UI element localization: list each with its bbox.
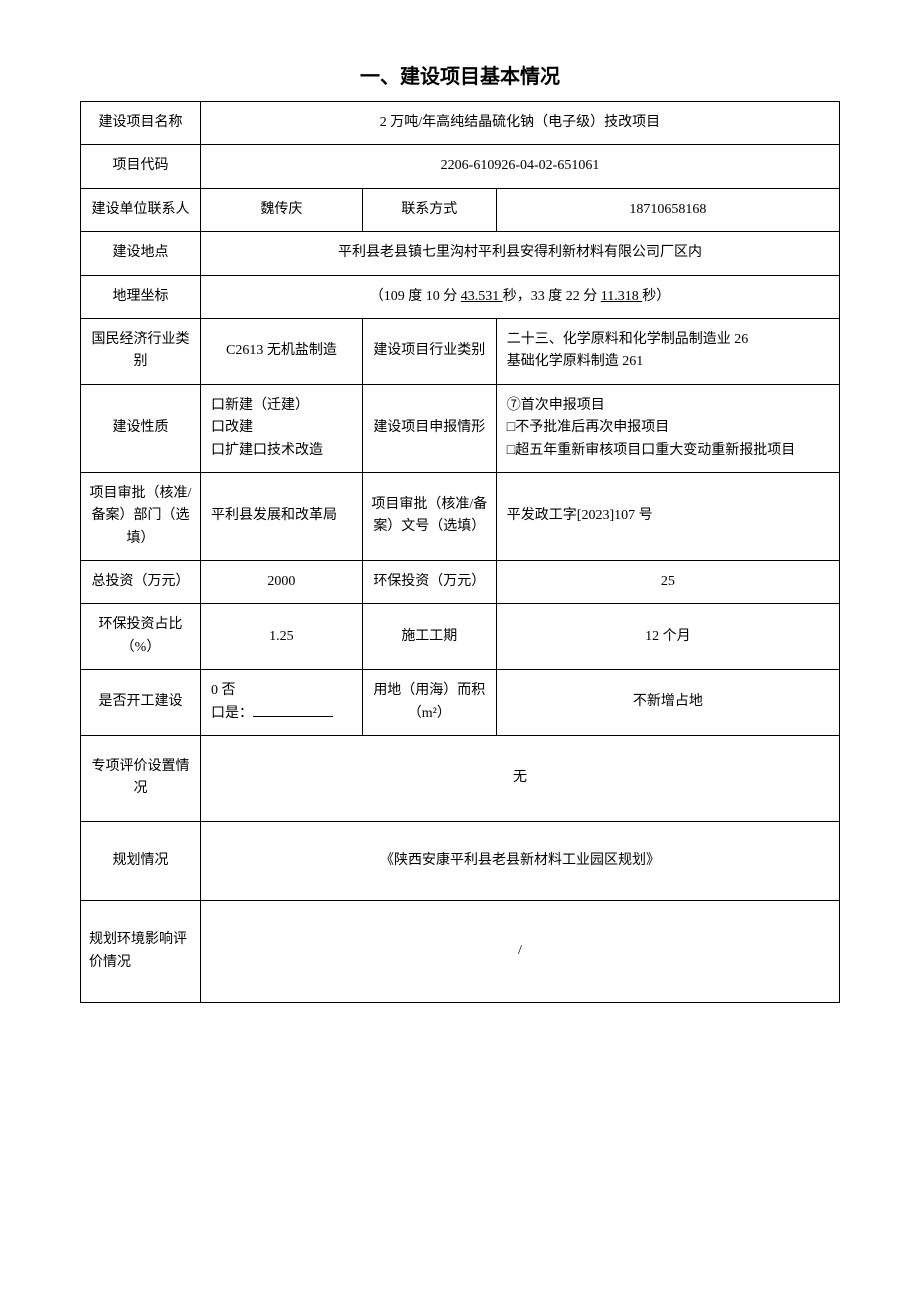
nature-opt2: 口改建	[211, 417, 354, 439]
label-env-investment: 环保投资（万元）	[362, 561, 496, 604]
label-started: 是否开工建设	[81, 670, 201, 736]
value-project-category: 二十三、化学原料和化学制品制造业 26 基础化学原料制造 261	[496, 318, 839, 384]
label-env-ratio: 环保投资占比（%）	[81, 604, 201, 670]
value-coordinates: （109 度 10 分 43.531 秒，33 度 22 分 11.318 秒）	[201, 275, 840, 318]
coord-prefix: （109 度 10 分	[370, 289, 461, 304]
value-approval-doc: 平发政工字[2023]107 号	[496, 472, 839, 560]
value-project-code: 2206-610926-04-02-651061	[201, 145, 840, 188]
label-build-nature: 建设性质	[81, 384, 201, 472]
label-contact-phone: 联系方式	[362, 188, 496, 231]
label-contact-person: 建设单位联系人	[81, 188, 201, 231]
value-contact-phone: 18710658168	[496, 188, 839, 231]
label-special-eval: 专项评价设置情况	[81, 736, 201, 822]
value-plan-env-eval: /	[201, 901, 840, 1003]
value-location: 平利县老县镇七里沟村平利县安得利新材料有限公司厂区内	[201, 232, 840, 275]
value-project-name: 2 万吨/年高纯结晶硫化钠（电子级）技改项目	[201, 102, 840, 145]
page-title: 一、建设项目基本情况	[80, 60, 840, 89]
label-declare-type: 建设项目申报情形	[362, 384, 496, 472]
project-info-table: 建设项目名称 2 万吨/年高纯结晶硫化钠（电子级）技改项目 项目代码 2206-…	[80, 101, 840, 1003]
value-build-nature: 口新建（迁建） 口改建 口扩建口技术改造	[201, 384, 363, 472]
coord-suffix: 秒）	[642, 289, 670, 304]
label-land-area: 用地（用海）而积（m²）	[362, 670, 496, 736]
label-construction-period: 施工工期	[362, 604, 496, 670]
value-contact-person: 魏传庆	[201, 188, 363, 231]
label-approval-doc: 项目审批（核准/备案）文号（选填）	[362, 472, 496, 560]
value-special-eval: 无	[201, 736, 840, 822]
value-env-investment: 25	[496, 561, 839, 604]
label-location: 建设地点	[81, 232, 201, 275]
value-industry-class: C2613 无机盐制造	[201, 318, 363, 384]
value-planning: 《陕西安康平利县老县新材料工业园区规划》	[201, 821, 840, 900]
nature-opt1: 口新建（迁建）	[211, 395, 354, 417]
label-total-investment: 总投资（万元）	[81, 561, 201, 604]
value-land-area: 不新增占地	[496, 670, 839, 736]
coord-sec1: 43.531	[461, 289, 503, 304]
label-plan-env-eval: 规划环境影响评价情况	[81, 901, 201, 1003]
label-project-category: 建设项目行业类别	[362, 318, 496, 384]
value-construction-period: 12 个月	[496, 604, 839, 670]
value-declare-type: ⑦首次申报项目 □不予批准后再次申报项目 □超五年重新审核项目口重大变动重新报批…	[496, 384, 839, 472]
declare-opt3: □超五年重新审核项目口重大变动重新报批项目	[507, 440, 831, 462]
label-planning: 规划情况	[81, 821, 201, 900]
value-approval-dept: 平利县发展和改革局	[201, 472, 363, 560]
coord-mid: 秒，33 度 22 分	[503, 289, 601, 304]
value-env-ratio: 1.25	[201, 604, 363, 670]
label-project-code: 项目代码	[81, 145, 201, 188]
coord-sec2: 11.318	[601, 289, 642, 304]
declare-opt1: ⑦首次申报项目	[507, 395, 831, 417]
label-project-name: 建设项目名称	[81, 102, 201, 145]
declare-opt2: □不予批准后再次申报项目	[507, 417, 831, 439]
started-opt2: 口是：	[211, 703, 354, 725]
nature-opt3: 口扩建口技术改造	[211, 440, 354, 462]
started-opt1: 0 否	[211, 680, 354, 702]
label-industry-class: 国民经济行业类别	[81, 318, 201, 384]
label-coordinates: 地理坐标	[81, 275, 201, 318]
label-approval-dept: 项目审批（核准/备案）部门（选填）	[81, 472, 201, 560]
value-total-investment: 2000	[201, 561, 363, 604]
value-started: 0 否 口是：	[201, 670, 363, 736]
